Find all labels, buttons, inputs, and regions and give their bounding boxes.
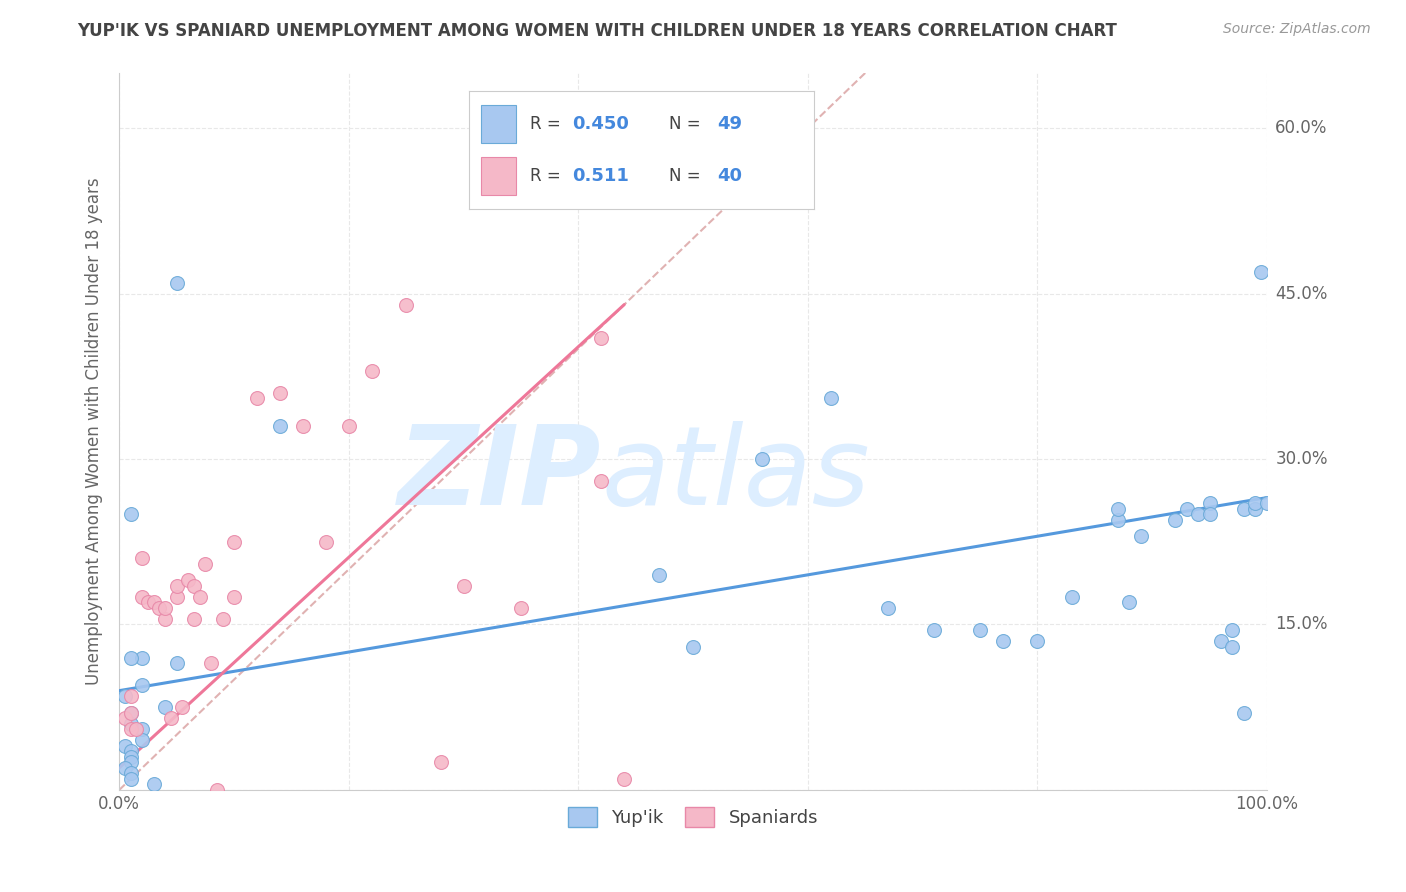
- Point: [120, 749, 142, 764]
- Point: [1175, 501, 1198, 516]
- Point: [751, 452, 773, 467]
- Point: [820, 392, 842, 406]
- Point: [1060, 590, 1083, 604]
- Point: [969, 623, 991, 637]
- Point: [682, 640, 704, 654]
- Point: [1107, 513, 1129, 527]
- Point: [1244, 501, 1267, 516]
- Point: [114, 739, 136, 753]
- Point: [991, 634, 1014, 648]
- Point: [120, 706, 142, 720]
- Text: 30.0%: 30.0%: [1275, 450, 1327, 468]
- Point: [160, 711, 183, 725]
- Point: [153, 601, 176, 615]
- Point: [120, 706, 142, 720]
- Point: [269, 419, 291, 434]
- Point: [153, 700, 176, 714]
- Point: [1209, 634, 1232, 648]
- Point: [131, 678, 153, 692]
- Point: [1222, 623, 1244, 637]
- Point: [1129, 529, 1152, 543]
- Point: [613, 772, 636, 786]
- Point: [205, 783, 228, 797]
- Text: 15.0%: 15.0%: [1275, 615, 1327, 633]
- Point: [315, 534, 337, 549]
- Point: [148, 601, 170, 615]
- Point: [142, 777, 165, 791]
- Point: [120, 716, 142, 731]
- Point: [429, 756, 451, 770]
- Point: [136, 595, 159, 609]
- Point: [602, 110, 624, 124]
- Point: [166, 656, 188, 670]
- Point: [647, 567, 669, 582]
- Text: ZIP: ZIP: [398, 421, 602, 528]
- Point: [131, 733, 153, 747]
- Point: [1198, 507, 1220, 521]
- Point: [1233, 706, 1256, 720]
- Point: [177, 574, 200, 588]
- Point: [153, 612, 176, 626]
- Point: [183, 612, 205, 626]
- Point: [877, 601, 900, 615]
- Point: [246, 392, 269, 406]
- Point: [1256, 496, 1278, 510]
- Point: [172, 700, 194, 714]
- Point: [1198, 496, 1220, 510]
- Text: Source: ZipAtlas.com: Source: ZipAtlas.com: [1223, 22, 1371, 37]
- Point: [510, 601, 533, 615]
- Point: [120, 689, 142, 703]
- Point: [1107, 501, 1129, 516]
- Text: 45.0%: 45.0%: [1275, 285, 1327, 302]
- Point: [125, 723, 148, 737]
- Point: [188, 590, 211, 604]
- Text: atlas: atlas: [602, 421, 870, 528]
- Point: [166, 579, 188, 593]
- Point: [591, 474, 613, 488]
- Text: YUP'IK VS SPANIARD UNEMPLOYMENT AMONG WOMEN WITH CHILDREN UNDER 18 YEARS CORRELA: YUP'IK VS SPANIARD UNEMPLOYMENT AMONG WO…: [77, 22, 1118, 40]
- Point: [120, 772, 142, 786]
- Y-axis label: Unemployment Among Women with Children Under 18 years: Unemployment Among Women with Children U…: [86, 178, 103, 685]
- Point: [1118, 595, 1140, 609]
- Point: [211, 612, 233, 626]
- Point: [114, 761, 136, 775]
- Point: [120, 756, 142, 770]
- Point: [120, 507, 142, 521]
- Point: [222, 590, 245, 604]
- Point: [1233, 501, 1256, 516]
- Point: [120, 766, 142, 780]
- Point: [922, 623, 945, 637]
- Point: [222, 534, 245, 549]
- Point: [120, 723, 142, 737]
- Point: [291, 419, 314, 434]
- Point: [114, 689, 136, 703]
- Point: [1222, 640, 1244, 654]
- Point: [131, 723, 153, 737]
- Point: [360, 364, 382, 378]
- Legend: Yup'ik, Spaniards: Yup'ik, Spaniards: [561, 799, 825, 835]
- Point: [395, 297, 418, 311]
- Point: [269, 385, 291, 400]
- Text: 60.0%: 60.0%: [1275, 120, 1327, 137]
- Point: [1026, 634, 1049, 648]
- Point: [194, 557, 217, 571]
- Point: [166, 590, 188, 604]
- Point: [120, 744, 142, 758]
- Point: [1164, 513, 1187, 527]
- Point: [200, 656, 222, 670]
- Point: [183, 579, 205, 593]
- Point: [1250, 264, 1272, 278]
- Point: [166, 276, 188, 290]
- Point: [591, 331, 613, 345]
- Point: [131, 590, 153, 604]
- Point: [114, 711, 136, 725]
- Point: [131, 650, 153, 665]
- Point: [453, 579, 475, 593]
- Point: [131, 551, 153, 566]
- Point: [142, 595, 165, 609]
- Point: [337, 419, 360, 434]
- Point: [120, 650, 142, 665]
- Point: [1187, 507, 1209, 521]
- Point: [1244, 496, 1267, 510]
